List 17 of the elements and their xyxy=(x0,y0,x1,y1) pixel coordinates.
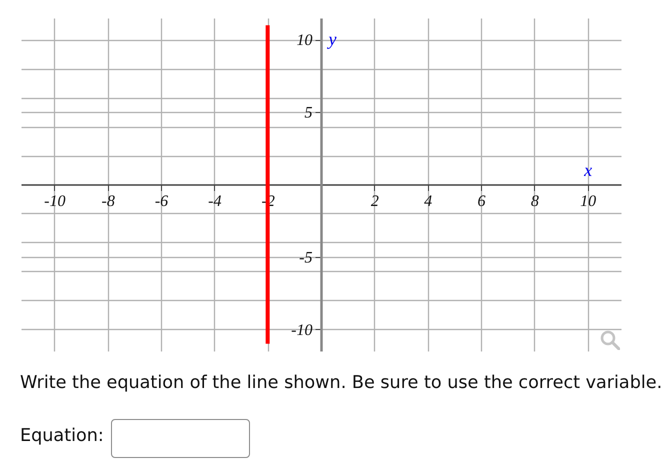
y-tick-label: -10 xyxy=(291,322,312,339)
x-tick-label: 6 xyxy=(478,193,486,210)
y-tick-label: -5 xyxy=(299,249,312,266)
x-tick-label: -8 xyxy=(102,193,115,210)
x-tick-label: -6 xyxy=(154,193,168,210)
x-tick-label: 2 xyxy=(370,193,379,210)
text: Equation: xyxy=(20,426,104,446)
y-tick-label: 5 xyxy=(304,104,312,122)
y-tick-label: 10 xyxy=(296,32,312,50)
x-tick-label: 8 xyxy=(530,193,539,210)
x-tick-label: 10 xyxy=(580,193,596,210)
text: Write the equation of the line shown. Be sure to use the correct variable. xyxy=(20,373,662,393)
x-tick-label: 4 xyxy=(424,193,432,210)
x-tick-label: -4 xyxy=(208,193,222,210)
y-axis-title: y xyxy=(326,29,336,50)
x-tick-label: -10 xyxy=(44,193,66,210)
x-axis-title: x xyxy=(583,160,592,180)
